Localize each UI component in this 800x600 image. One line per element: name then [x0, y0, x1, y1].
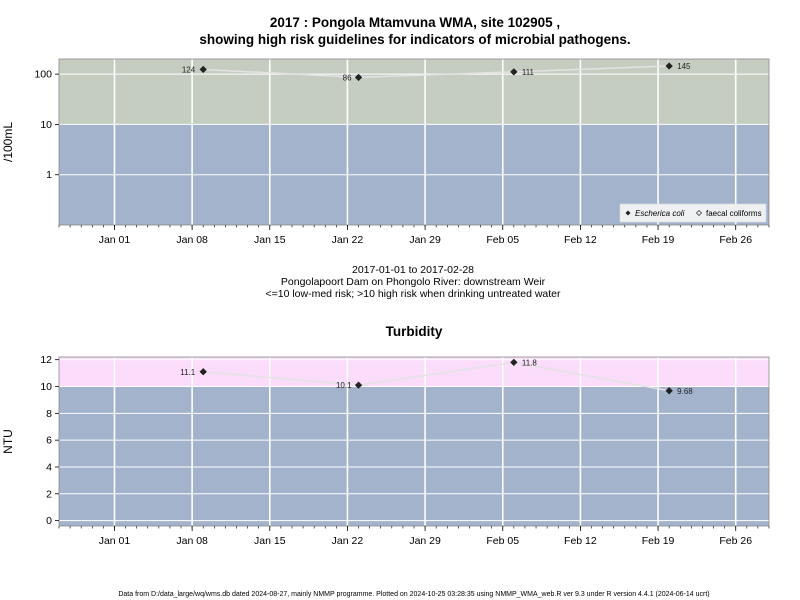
data-point-3 [665, 62, 673, 70]
legend-label-0: Escherica coli [635, 209, 685, 218]
risk-band-1 [59, 59, 769, 125]
y-axis-label: NTU [1, 429, 15, 454]
y-tick-label-2: 4 [46, 461, 52, 473]
y-tick-label-4: 8 [46, 408, 52, 420]
data-label-3: 145 [677, 62, 691, 71]
x-tick-label-3: Jan 22 [332, 535, 364, 547]
data-point-2 [510, 68, 518, 76]
x-tick-label-0: Jan 01 [99, 535, 131, 547]
data-label-3: 9.68 [677, 387, 693, 396]
x-tick-label-7: Feb 19 [642, 234, 675, 246]
data-point-1 [354, 73, 363, 82]
footer-text: Data from D:/data_large/wq/wms.db dated … [118, 591, 709, 598]
date-range-text: 2017-01-01 to 2017-02-28 [352, 264, 474, 276]
x-tick-label-7: Feb 19 [642, 535, 675, 547]
y-tick-label-3: 6 [46, 435, 52, 447]
y-tick-label-0: 0 [46, 515, 52, 527]
x-tick-label-3: Jan 22 [332, 234, 364, 246]
y-tick-label-5: 10 [40, 381, 52, 393]
risk-band-1 [59, 357, 769, 387]
x-tick-label-4: Jan 29 [409, 535, 441, 547]
x-tick-label-4: Jan 29 [409, 234, 441, 246]
x-tick-label-1: Jan 08 [176, 234, 208, 246]
data-point-0 [199, 368, 207, 376]
series-line-0 [203, 65, 670, 79]
legend-label-1: faecal coliforms [706, 209, 762, 218]
x-tick-label-8: Feb 26 [719, 234, 752, 246]
y-axis-label: /100mL [1, 122, 15, 162]
x-tick-label-2: Jan 15 [254, 535, 286, 547]
data-point-1 [354, 381, 363, 389]
legend: Escherica coli faecal coliforms [619, 203, 767, 223]
x-tick-label-1: Jan 08 [176, 535, 208, 547]
legend-box [619, 203, 767, 223]
x-tick-label-6: Feb 12 [564, 234, 597, 246]
y-tick-label-2: 100 [34, 69, 52, 81]
microbial-chart: 1 10 100/100mL Jan 01 Jan 08 Jan 15 Jan 22 Jan … [1, 58, 770, 246]
x-tick-label-8: Feb 26 [719, 535, 752, 547]
y-tick-label-6: 12 [40, 354, 52, 366]
y-tick-label-0: 1 [46, 169, 52, 181]
data-label-2: 11.8 [522, 358, 538, 367]
y-tick-label-1: 2 [46, 488, 52, 500]
data-point-2 [510, 358, 518, 367]
x-tick-label-6: Feb 12 [564, 535, 597, 547]
x-tick-label-2: Jan 15 [254, 234, 286, 246]
data-point-0 [199, 65, 207, 74]
site-description-text: Pongolapoort Dam on Phongolo River: down… [281, 276, 546, 288]
figure-title-line1: 2017 : Pongola Mtamvuna WMA, site 102905… [270, 15, 560, 30]
turbidity-chart-title: Turbidity [386, 324, 443, 339]
x-tick-label-0: Jan 01 [99, 234, 131, 246]
x-tick-label-5: Feb 05 [486, 234, 519, 246]
data-label-2: 111 [522, 68, 535, 77]
legend-marker-0 [625, 210, 631, 216]
figure-title-line2: showing high risk guidelines for indicat… [199, 32, 630, 47]
series-line-0 [203, 361, 670, 392]
data-point-3 [665, 387, 673, 395]
x-tick-label-5: Feb 05 [486, 535, 519, 547]
risk-band-0 [59, 386, 769, 526]
data-label-0: 11.1 [180, 368, 196, 377]
data-label-1: 86 [343, 73, 352, 82]
data-label-0: 124 [182, 65, 196, 74]
data-label-1: 10.1 [336, 381, 352, 390]
risk-note-text: <=10 low-med risk; >10 high risk when dr… [265, 288, 561, 300]
turbidity-chart: 0 2 4 6 8 10 12 NTU Jan 01 Jan 08 Jan 15 Jan 22 Jan … [1, 354, 770, 547]
y-tick-label-1: 10 [40, 119, 52, 131]
legend-marker-1 [696, 210, 702, 216]
